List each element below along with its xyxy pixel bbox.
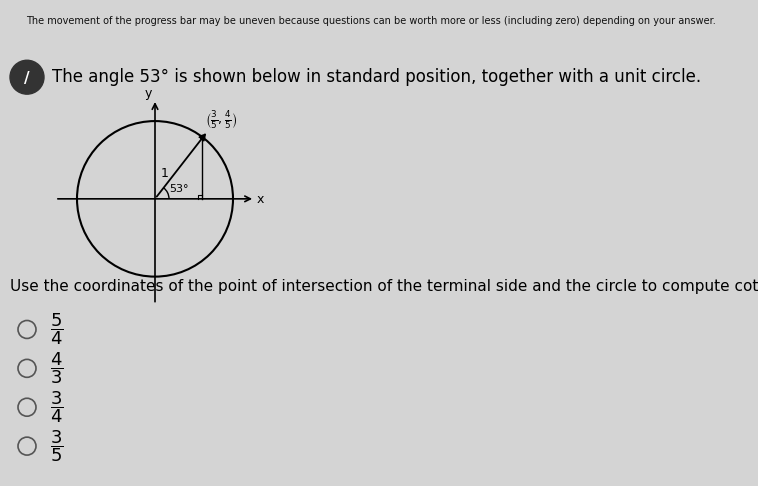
Text: $\left(\frac{3}{5}, \frac{4}{5}\right)$: $\left(\frac{3}{5}, \frac{4}{5}\right)$ — [205, 109, 237, 131]
Text: The angle 53° is shown below in standard position, together with a unit circle.: The angle 53° is shown below in standard… — [52, 68, 701, 86]
Text: Use the coordinates of the point of intersection of the terminal side and the ci: Use the coordinates of the point of inte… — [10, 279, 758, 294]
Text: 53°: 53° — [169, 184, 189, 194]
Text: $\dfrac{5}{4}$: $\dfrac{5}{4}$ — [50, 312, 64, 347]
Text: $\dfrac{3}{4}$: $\dfrac{3}{4}$ — [50, 389, 64, 425]
Circle shape — [10, 60, 44, 94]
Text: The movement of the progress bar may be uneven because questions can be worth mo: The movement of the progress bar may be … — [27, 16, 716, 26]
Text: $\dfrac{4}{3}$: $\dfrac{4}{3}$ — [50, 350, 64, 386]
Text: x: x — [257, 193, 265, 206]
Text: $\dfrac{3}{5}$: $\dfrac{3}{5}$ — [50, 428, 64, 464]
Text: /: / — [24, 70, 30, 86]
Text: y: y — [145, 87, 152, 100]
Text: 1: 1 — [161, 167, 168, 180]
